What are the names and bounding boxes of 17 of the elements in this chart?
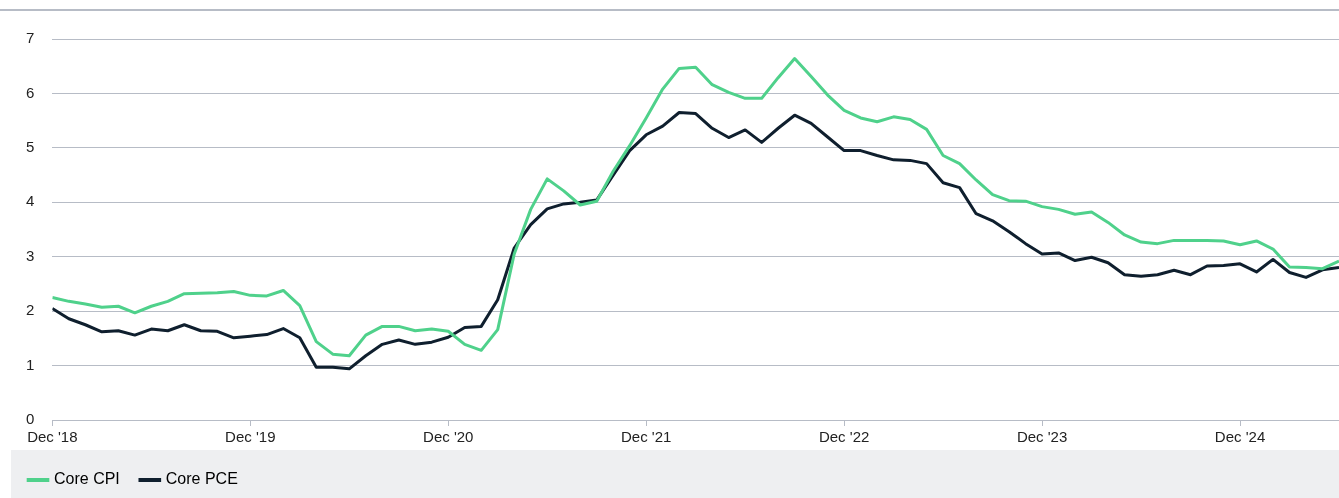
y-tick-label: 5 [26,138,35,155]
y-tick-label: 0 [26,410,35,428]
x-tick-label: Dec '22 [818,428,870,446]
y-tick-label: 3 [26,246,35,264]
y-tick-label: 1 [26,355,35,373]
legend-label: Core PCE [165,470,238,488]
y-tick-label: 7 [26,29,35,47]
legend-label: Core CPI [54,470,120,488]
y-tick-label: 2 [26,301,35,319]
x-tick-label: Dec '18 [27,428,78,446]
x-tick-label: Dec '21 [620,428,672,446]
y-tick-label: 4 [26,192,35,210]
x-tick-label: Dec '23 [1016,428,1068,446]
x-tick-label: Dec '24 [1214,428,1266,446]
x-tick-label: Dec '19 [225,428,276,446]
x-tick-label: Dec '20 [423,428,474,446]
y-tick-label: 6 [26,83,35,101]
